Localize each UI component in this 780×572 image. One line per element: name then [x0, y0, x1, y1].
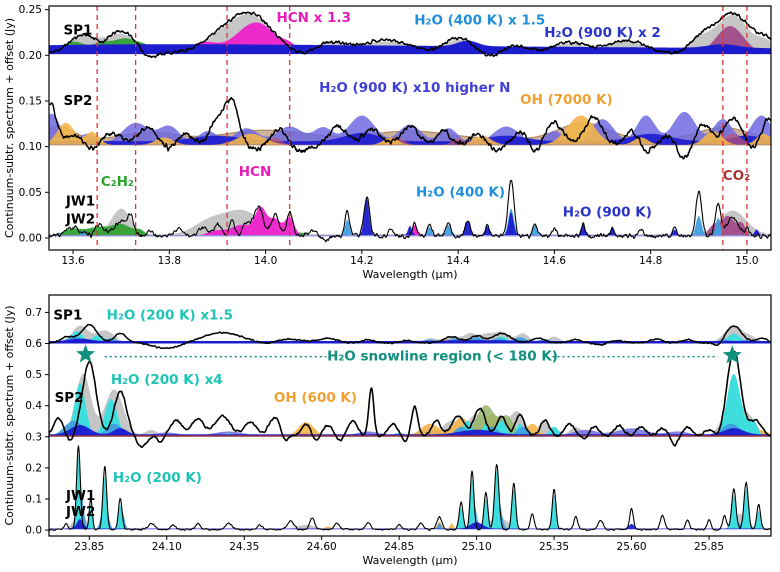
x-tick-label: 23.85: [74, 541, 104, 553]
y-tick-label: 0.5: [25, 369, 42, 381]
row-sp1: [49, 11, 771, 59]
annotation-label: C₂H₂: [101, 174, 134, 190]
y-axis-label: Continuum-subtr. spectrum + offset (Jy): [3, 305, 16, 525]
series-observed-line: [49, 350, 771, 448]
x-tick-label: 25.85: [694, 541, 724, 553]
row-jw: [49, 179, 771, 243]
annotation-label: HCN: [239, 164, 272, 180]
y-tick-label: 0.05: [19, 187, 42, 199]
y-axis-label: Continuum-subtr. spectrum + offset (Jy): [3, 18, 16, 238]
series-C2H2: [49, 223, 771, 237]
x-tick-label: 24.10: [152, 541, 182, 553]
row-label-sp2: SP2: [55, 390, 84, 406]
annotation-label: H₂O (900 K) x10 higher N: [319, 80, 510, 96]
row-label-sp1: SP1: [53, 308, 82, 324]
row-label-jw1: JW1: [65, 193, 95, 209]
x-tick-label: 14.6: [543, 255, 567, 267]
series-observed-line: [49, 179, 771, 243]
row-sp1: [49, 323, 771, 350]
row-jw: [49, 445, 771, 532]
x-tick-label: 24.85: [384, 541, 414, 553]
annotation-label: H₂O (400 K): [416, 184, 505, 200]
y-tick-label: 0.15: [19, 95, 42, 107]
row-sp2: [49, 350, 771, 448]
annotation-label: CO₂: [723, 168, 750, 184]
annotation-label: HCN x 1.3: [276, 10, 351, 26]
x-tick-label: 25.35: [539, 541, 569, 553]
x-tick-label: 14.2: [350, 255, 373, 267]
snowline-star-icon: [722, 345, 742, 364]
y-tick-label: 0.00: [19, 232, 42, 244]
y-tick-label: 0.0: [25, 525, 42, 537]
y-tick-label: 0.20: [19, 50, 42, 62]
y-tick-label: 0.1: [25, 493, 42, 505]
row-label-jw2: JW2: [65, 504, 95, 520]
series-observed-line: [49, 445, 771, 532]
x-axis-label: Wavelength (μm): [362, 554, 457, 567]
y-tick-label: 0.3: [25, 431, 42, 443]
series-observed-line: [49, 96, 771, 160]
x-tick-label: 24.60: [307, 541, 337, 553]
top-panel-svg: 13.6 13.8 14.0 14.2 14.4 14.6 14.8 15.0 0.00 0.05…: [0, 0, 780, 285]
annotation-label: H₂O (200 K) x4: [111, 372, 223, 388]
y-tick-label: 0.25: [19, 4, 42, 16]
annotation-label: H₂O (200 K) x1.5: [107, 308, 233, 324]
series-H2O-200K: [49, 454, 771, 530]
series-H2O-400K: [49, 208, 771, 237]
y-tick-label: 0.10: [19, 141, 42, 153]
series-observed-line: [49, 323, 771, 350]
y-tick-label: 0.7: [25, 307, 42, 319]
annotation-label: OH (600 K): [274, 390, 357, 406]
row-sp2: [49, 96, 771, 160]
annotation-label: H₂O (900 K): [563, 204, 652, 220]
series-H2O-900K: [49, 198, 771, 237]
series-observed-line: [49, 11, 771, 59]
x-tick-label: 14.0: [254, 255, 277, 267]
y-tick-label: 0.4: [25, 400, 42, 412]
series-base-line: [49, 435, 771, 437]
annotation-label: H₂O (400 K) x 1.5: [414, 13, 545, 29]
plot-area: [49, 6, 771, 250]
x-tick-label: 25.10: [462, 541, 492, 553]
snowline-label: H₂O snowline region (< 180 K): [327, 349, 558, 365]
row-label-jw1: JW1: [65, 488, 95, 504]
row-label-sp1: SP1: [63, 23, 92, 39]
x-tick-label: 13.6: [61, 255, 85, 267]
row-label-sp2: SP2: [63, 93, 92, 109]
x-tick-label: 14.8: [639, 255, 662, 267]
y-tick-label: 0.6: [25, 338, 42, 350]
plot-area: [49, 323, 771, 532]
row-label-jw2: JW2: [65, 212, 95, 228]
series-HCN: [49, 206, 771, 237]
x-tick-label: 13.8: [158, 255, 181, 267]
annotation-label: OH (7000 K): [520, 92, 613, 108]
x-tick-label: 14.4: [446, 255, 470, 267]
axes-frame: [48, 294, 772, 537]
y-tick-label: 0.2: [25, 462, 42, 474]
x-axis-label: Wavelength (μm): [362, 268, 457, 281]
x-tick-label: 25.60: [617, 541, 647, 553]
axes-frame: [48, 5, 772, 251]
snowline-star-icon: [76, 344, 96, 363]
annotation-label: H₂O (200 K): [113, 470, 202, 486]
x-tick-label: 24.35: [229, 541, 259, 553]
annotation-label: H₂O (900 K) x 2: [544, 25, 661, 41]
bottom-panel-svg: H₂O snowline region (< 180 K) 23.85 24.10 2…: [0, 285, 780, 572]
x-tick-label: 15.0: [735, 255, 758, 267]
series-OH-7000K: [49, 115, 771, 145]
